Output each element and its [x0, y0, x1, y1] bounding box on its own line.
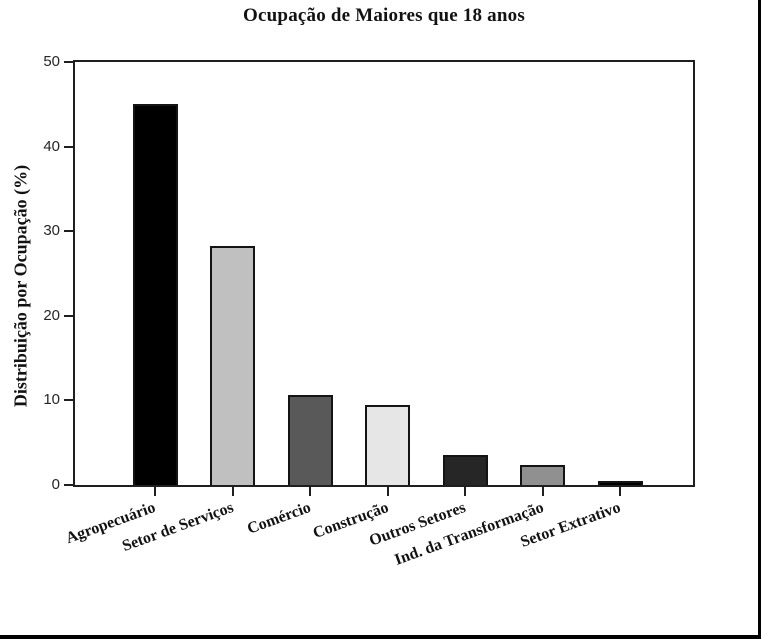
y-tick-mark — [64, 146, 73, 148]
bar-agropecuario — [133, 104, 178, 485]
bar-ind-da-transformacao — [520, 465, 565, 485]
bar-comercio — [288, 395, 333, 485]
y-tick-label: 40 — [43, 138, 60, 155]
bar-construcao — [365, 405, 410, 485]
plot-area — [73, 60, 695, 487]
chart-title: Ocupação de Maiores que 18 anos — [243, 5, 525, 26]
y-tick-label: 10 — [43, 391, 60, 408]
x-tick-mark — [154, 487, 156, 496]
x-tick-mark — [309, 487, 311, 496]
x-tick-mark — [619, 487, 621, 496]
x-tick-mark — [464, 487, 466, 496]
y-tick-label: 50 — [43, 53, 60, 70]
y-tick-mark — [64, 484, 73, 486]
y-tick-label: 0 — [51, 476, 60, 493]
y-tick-mark — [64, 315, 73, 317]
y-tick-label: 30 — [43, 222, 60, 239]
bar-outros-setores — [443, 455, 488, 485]
y-tick-mark — [64, 399, 73, 401]
bar-setor-extrativo — [598, 481, 643, 485]
x-tick-mark — [542, 487, 544, 496]
y-tick-mark — [64, 230, 73, 232]
bars-container — [75, 62, 693, 485]
y-tick-label: 20 — [43, 307, 60, 324]
x-tick-mark — [232, 487, 234, 496]
y-axis-label: Distribuição por Ocupação (%) — [10, 164, 31, 408]
y-tick-mark — [64, 61, 73, 63]
bar-setor-de-servicos — [210, 246, 255, 485]
x-tick-mark — [387, 487, 389, 496]
x-tick-label-comercio: Comércio — [244, 499, 313, 538]
